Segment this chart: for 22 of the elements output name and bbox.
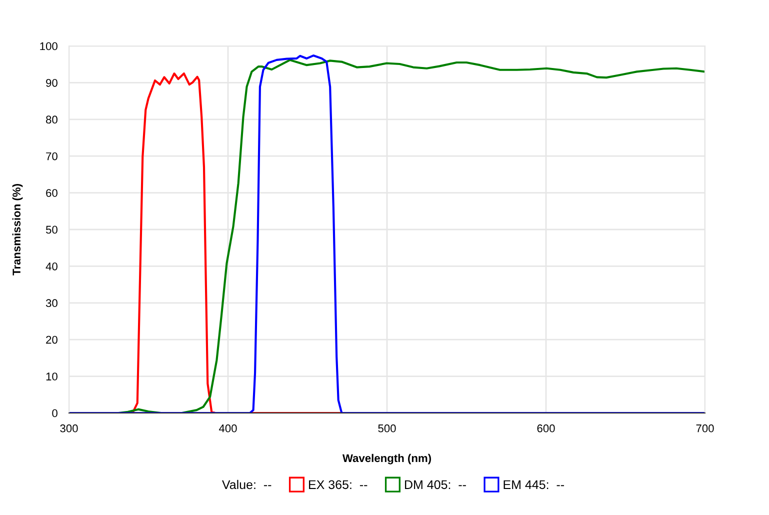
x-tick-label: 500 xyxy=(378,424,396,432)
legend-label: EX 365: -- xyxy=(309,480,368,490)
legend-label: EM 445: -- xyxy=(504,480,564,490)
y-tick-label: 60 xyxy=(46,189,58,197)
y-tick-label: 0 xyxy=(52,409,58,418)
x-tick-label: 700 xyxy=(696,424,714,432)
y-tick-label: 30 xyxy=(46,299,58,308)
y-tick-label: 80 xyxy=(46,116,58,124)
y-tick-label: 100 xyxy=(40,42,58,50)
y-tick-label: 20 xyxy=(46,336,58,344)
text: Value: -- xyxy=(222,480,272,490)
y-tick-label: 70 xyxy=(46,152,58,160)
y-tick-label: 40 xyxy=(46,262,58,270)
x-tick-label: 300 xyxy=(60,424,78,432)
legend-label: DM 405: -- xyxy=(405,480,466,490)
y-tick-label: 90 xyxy=(46,78,58,87)
x-tick-label: 400 xyxy=(218,424,237,432)
x-tick-label: 600 xyxy=(537,424,555,432)
y-tick-label: 10 xyxy=(46,372,58,380)
y-axis-title: Transmission (%) xyxy=(12,184,23,276)
y-tick-label: 50 xyxy=(46,226,58,234)
x-axis-title: Wavelength (nm) xyxy=(342,454,431,464)
